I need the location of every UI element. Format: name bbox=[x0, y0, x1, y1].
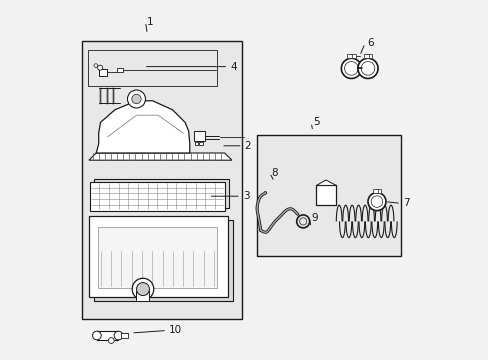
Circle shape bbox=[341, 58, 361, 78]
Circle shape bbox=[136, 283, 149, 296]
Text: 2: 2 bbox=[244, 141, 251, 151]
Circle shape bbox=[114, 331, 122, 340]
Circle shape bbox=[361, 62, 374, 75]
Bar bbox=[97, 331, 118, 340]
Circle shape bbox=[367, 193, 385, 211]
Text: 6: 6 bbox=[366, 38, 373, 48]
Bar bbox=[81, 41, 242, 319]
Circle shape bbox=[108, 338, 114, 343]
Bar bbox=[89, 216, 227, 297]
Polygon shape bbox=[316, 180, 336, 185]
Circle shape bbox=[92, 331, 101, 340]
Bar bbox=[350, 54, 355, 58]
Bar bbox=[136, 291, 149, 301]
Text: 10: 10 bbox=[168, 325, 182, 336]
Bar bbox=[88, 50, 217, 86]
Circle shape bbox=[357, 58, 377, 78]
Bar bbox=[376, 189, 380, 193]
Bar bbox=[99, 69, 106, 76]
Text: 4: 4 bbox=[230, 62, 236, 72]
Circle shape bbox=[132, 278, 153, 300]
Circle shape bbox=[98, 65, 102, 70]
Bar bbox=[94, 220, 232, 301]
Bar bbox=[98, 227, 216, 288]
Polygon shape bbox=[89, 153, 231, 160]
Text: 7: 7 bbox=[402, 198, 408, 208]
Bar bbox=[363, 54, 368, 58]
Bar bbox=[346, 54, 351, 58]
Circle shape bbox=[344, 62, 358, 75]
Bar bbox=[199, 142, 203, 145]
Text: 9: 9 bbox=[310, 213, 317, 223]
Text: 5: 5 bbox=[312, 117, 319, 127]
Bar bbox=[316, 185, 336, 205]
Circle shape bbox=[94, 64, 98, 67]
Bar bbox=[257, 135, 400, 256]
Bar bbox=[89, 182, 224, 211]
Circle shape bbox=[370, 196, 382, 207]
Text: 8: 8 bbox=[271, 168, 278, 178]
Bar bbox=[94, 179, 228, 208]
Bar bbox=[194, 131, 204, 141]
Text: 1: 1 bbox=[147, 17, 154, 27]
Bar bbox=[117, 68, 123, 72]
Circle shape bbox=[132, 94, 141, 104]
Polygon shape bbox=[96, 101, 189, 153]
Text: 3: 3 bbox=[242, 191, 249, 201]
Circle shape bbox=[127, 90, 145, 108]
Bar bbox=[366, 54, 371, 58]
Bar bbox=[121, 333, 127, 338]
Bar bbox=[194, 142, 198, 145]
Bar bbox=[372, 189, 377, 193]
